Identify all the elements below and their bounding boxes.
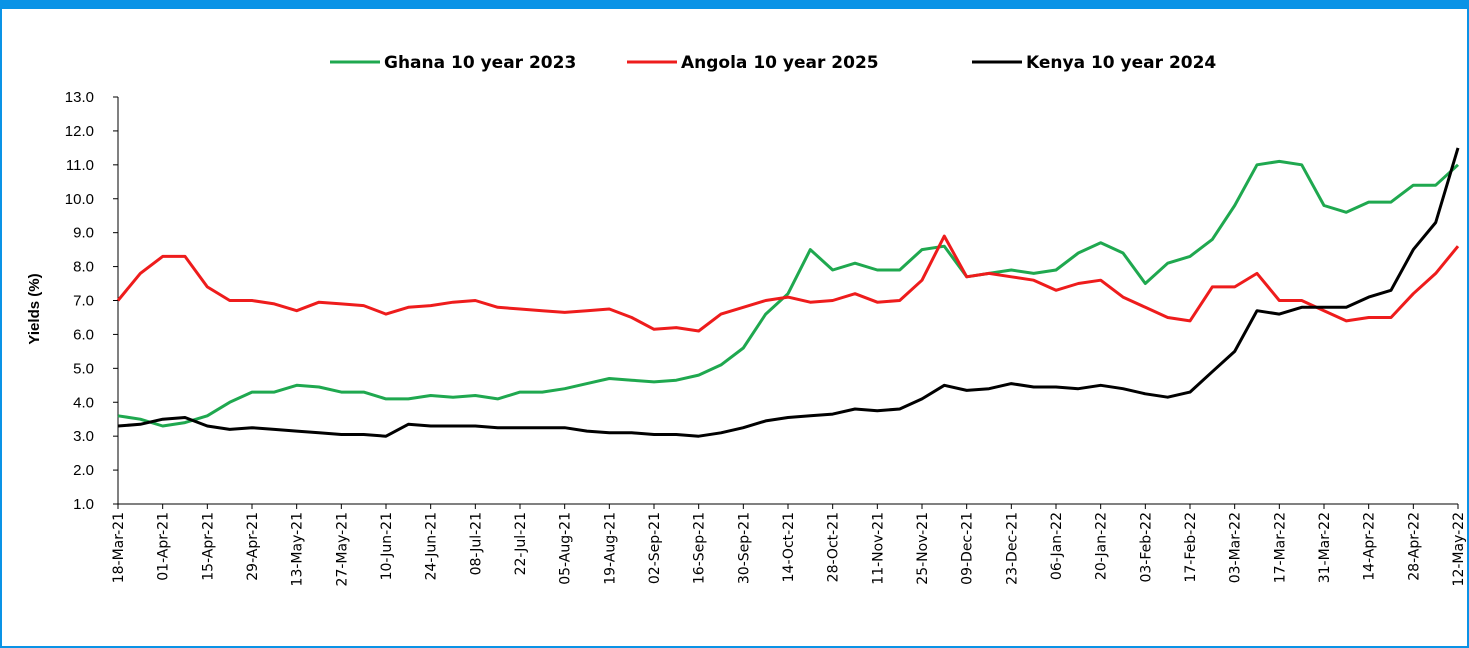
x-tick-label: 29-Apr-21 [245, 512, 261, 581]
x-tick-label: 05-Aug-21 [558, 512, 574, 585]
y-tick-label: 8.0 [73, 259, 94, 276]
x-tick-label: 14-Oct-21 [781, 512, 797, 582]
x-tick-label: 12-May-22 [1451, 512, 1467, 586]
x-tick-label: 20-Jan-22 [1094, 512, 1110, 580]
x-tick-label: 25-Nov-21 [915, 512, 931, 585]
x-tick-label: 02-Sep-21 [647, 512, 663, 584]
y-tick-label: 9.0 [73, 225, 94, 242]
y-tick-label: 7.0 [73, 293, 94, 310]
y-tick-label: 6.0 [73, 326, 94, 343]
x-tick-label: 22-Jul-21 [513, 512, 529, 575]
x-tick-label: 28-Apr-22 [1406, 512, 1422, 581]
x-tick-label: 15-Apr-21 [200, 512, 216, 581]
y-tick-label: 3.0 [73, 428, 94, 445]
y-tick-label: 12.0 [65, 123, 94, 140]
chart: Yields (%) 1.0 2.0 3.0 4.0 5.0 6.0 7.0 8.0 9.0 10… [26, 53, 1467, 586]
x-tick-label: 14-Apr-22 [1362, 512, 1378, 581]
x-tick-label: 01-Apr-21 [156, 512, 172, 581]
x-tick-label: 08-Jul-21 [468, 512, 484, 575]
x-tick-label: 06-Jan-22 [1049, 512, 1065, 580]
x-tick-label: 31-Mar-22 [1317, 512, 1333, 583]
x-tick-label: 11-Nov-21 [870, 512, 886, 585]
legend-label: Kenya 10 year 2024 [1026, 53, 1216, 73]
x-tick-label: 23-Dec-21 [1004, 512, 1020, 585]
x-tick-label: 24-Jun-21 [424, 512, 440, 580]
x-tick-label: 18-Mar-21 [111, 512, 127, 583]
x-tick-label: 09-Dec-21 [960, 512, 976, 585]
y-tick-label: 5.0 [73, 360, 94, 377]
legend-label: Ghana 10 year 2023 [384, 53, 576, 73]
y-tick-label: 13.0 [65, 89, 94, 106]
x-tick-label: 17-Mar-22 [1272, 512, 1288, 583]
y-tick-label: 11.0 [66, 157, 94, 174]
line-series [117, 159, 1460, 428]
x-tick-label: 28-Oct-21 [826, 512, 842, 582]
legend-label: Angola 10 year 2025 [681, 53, 879, 73]
x-tick-label: 27-May-21 [334, 512, 350, 586]
x-tick-label: 30-Sep-21 [736, 512, 752, 584]
y-tick-label: 1.0 [73, 496, 94, 513]
line-series [117, 147, 1460, 438]
y-tick-label: 10.0 [65, 191, 94, 208]
line-series [116, 234, 1460, 333]
y-tick-label: 4.0 [73, 394, 94, 411]
y-axis-title: Yields (%) [26, 273, 43, 344]
x-tick-label: 03-Feb-22 [1138, 512, 1154, 583]
x-tick-label: 03-Mar-22 [1228, 512, 1244, 583]
x-tick-label: 10-Jun-21 [379, 512, 395, 580]
x-tick-label: 17-Feb-22 [1183, 512, 1199, 583]
x-tick-label: 13-May-21 [290, 512, 306, 586]
x-tick-label: 19-Aug-21 [602, 512, 618, 585]
x-tick-label: 16-Sep-21 [692, 512, 708, 584]
y-tick-label: 2.0 [73, 462, 94, 479]
